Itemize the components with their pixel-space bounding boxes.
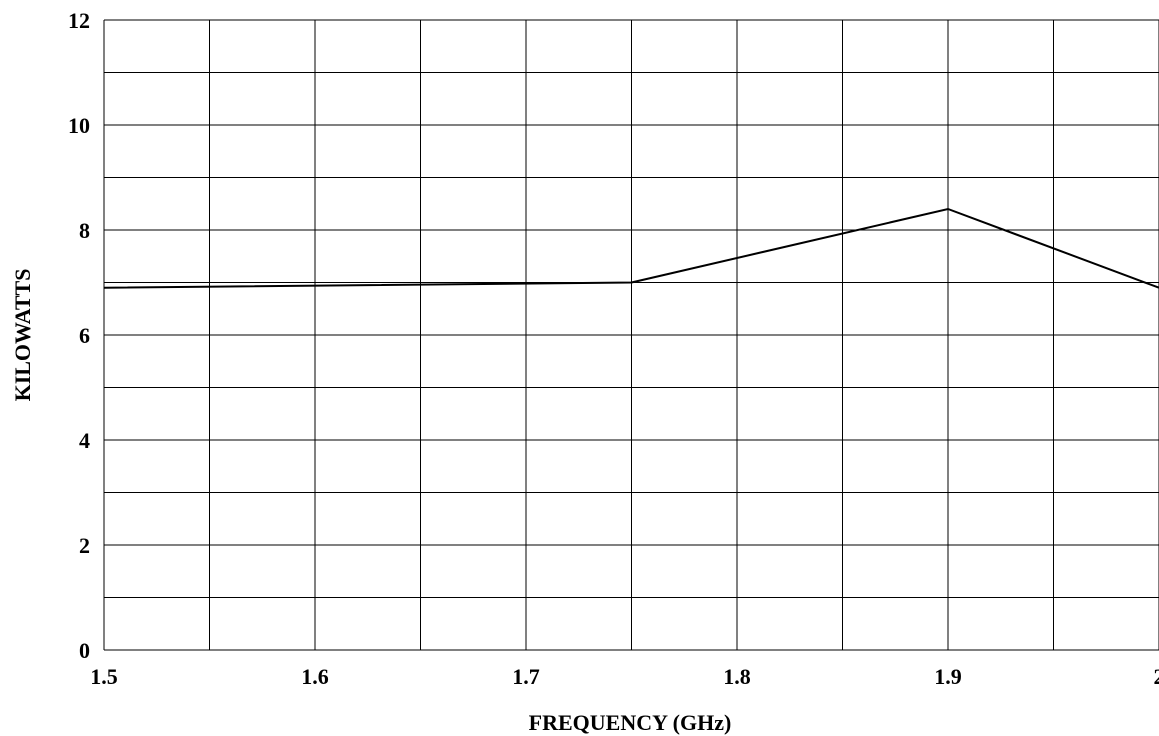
- grid: [103, 19, 1159, 651]
- series-group: [103, 207, 1159, 289]
- x-axis-title: FREQUENCY (GHz): [529, 710, 732, 735]
- y-tick-label: 0: [79, 638, 90, 663]
- x-tick-label: 1.6: [301, 664, 329, 689]
- x-tick-label: 1.9: [934, 664, 962, 689]
- x-tick-label: 1.7: [512, 664, 540, 689]
- x-tick-label: 1.8: [723, 664, 751, 689]
- x-tick-label: 2: [1154, 664, 1159, 689]
- y-tick-label: 8: [79, 218, 90, 243]
- y-tick-label: 6: [79, 323, 90, 348]
- y-tick-label: 2: [79, 533, 90, 558]
- y-tick-label: 10: [68, 113, 90, 138]
- x-tick-label: 1.5: [90, 664, 118, 689]
- y-tick-label: 12: [68, 8, 90, 33]
- y-axis-title: KILOWATTS: [10, 269, 35, 402]
- x-axis-ticks: 1.5 1.6 1.7 1.8 1.9 2: [90, 664, 1159, 689]
- y-axis-ticks: 0 2 4 6 8 10 12: [68, 8, 90, 663]
- y-tick-label: 4: [79, 428, 90, 453]
- series-line-0: [103, 207, 1159, 289]
